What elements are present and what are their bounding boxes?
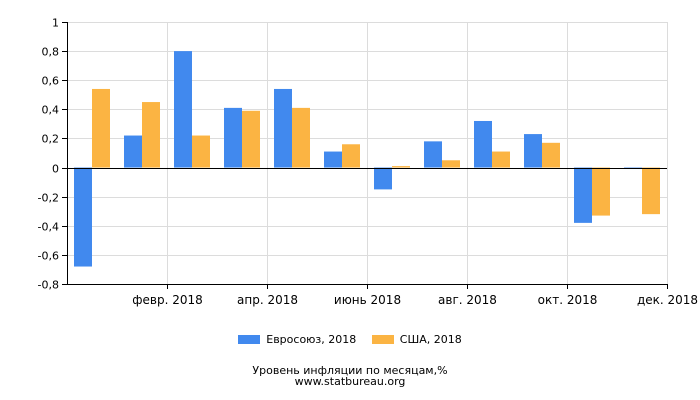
bar-usa[interactable] — [442, 160, 460, 168]
bar-eu[interactable] — [524, 134, 542, 168]
bar-usa[interactable] — [92, 88, 110, 168]
bar-usa[interactable] — [392, 166, 410, 168]
y-tick-label: 0 — [52, 163, 59, 176]
y-tick-label: 0,8 — [42, 46, 60, 59]
bar-usa[interactable] — [192, 135, 210, 168]
bar-eu[interactable] — [124, 135, 142, 168]
legend-item-usa[interactable]: США, 2018 — [371, 333, 462, 346]
y-tick-label: 1 — [52, 17, 59, 30]
bar-usa[interactable] — [642, 167, 660, 215]
bar-usa[interactable] — [142, 102, 160, 168]
y-tick-label: 0,6 — [42, 75, 60, 88]
bar-usa[interactable] — [292, 107, 310, 168]
x-tick-label: июнь 2018 — [334, 293, 401, 307]
bar-eu[interactable] — [74, 167, 92, 267]
legend-label-usa: США, 2018 — [399, 333, 462, 346]
y-tick-label: 0,2 — [42, 133, 60, 146]
x-tick-label: апр. 2018 — [237, 293, 298, 307]
y-tick-label: -0,4 — [38, 221, 59, 234]
y-tick-label: -0,2 — [38, 192, 59, 205]
bar-eu[interactable] — [424, 141, 442, 168]
bar-eu[interactable] — [174, 51, 192, 168]
x-tick-label: окт. 2018 — [538, 293, 598, 307]
source-link[interactable]: www.statbureau.org — [294, 375, 406, 388]
x-tick-label: февр. 2018 — [132, 293, 203, 307]
legend-item-eu[interactable]: Евросоюз, 2018 — [238, 333, 356, 346]
y-tick-label: -0,6 — [38, 250, 59, 263]
x-tick-label: авг. 2018 — [438, 293, 497, 307]
x-tick-label: дек. 2018 — [637, 293, 698, 307]
bar-usa[interactable] — [242, 110, 260, 168]
bar-eu[interactable] — [224, 107, 242, 168]
bar-eu[interactable] — [374, 167, 392, 190]
bar-usa[interactable] — [492, 151, 510, 168]
bar-usa[interactable] — [592, 167, 610, 216]
bar-eu[interactable] — [274, 88, 292, 168]
legend-swatch-usa — [371, 335, 394, 344]
legend-label-eu: Евросоюз, 2018 — [266, 333, 357, 346]
y-tick-label: 0,4 — [42, 104, 60, 117]
legend-swatch-eu — [238, 335, 261, 344]
bar-eu[interactable] — [324, 151, 342, 168]
chart-legend: Евросоюз, 2018 США, 2018 — [0, 333, 700, 347]
y-tick-label: -0,8 — [38, 279, 59, 292]
bar-usa[interactable] — [342, 144, 360, 168]
bar-eu[interactable] — [574, 167, 592, 223]
bar-eu[interactable] — [474, 120, 492, 168]
chart-title: Уровень инфляции по месяцам,% — [252, 364, 448, 377]
bar-usa[interactable] — [542, 142, 560, 168]
